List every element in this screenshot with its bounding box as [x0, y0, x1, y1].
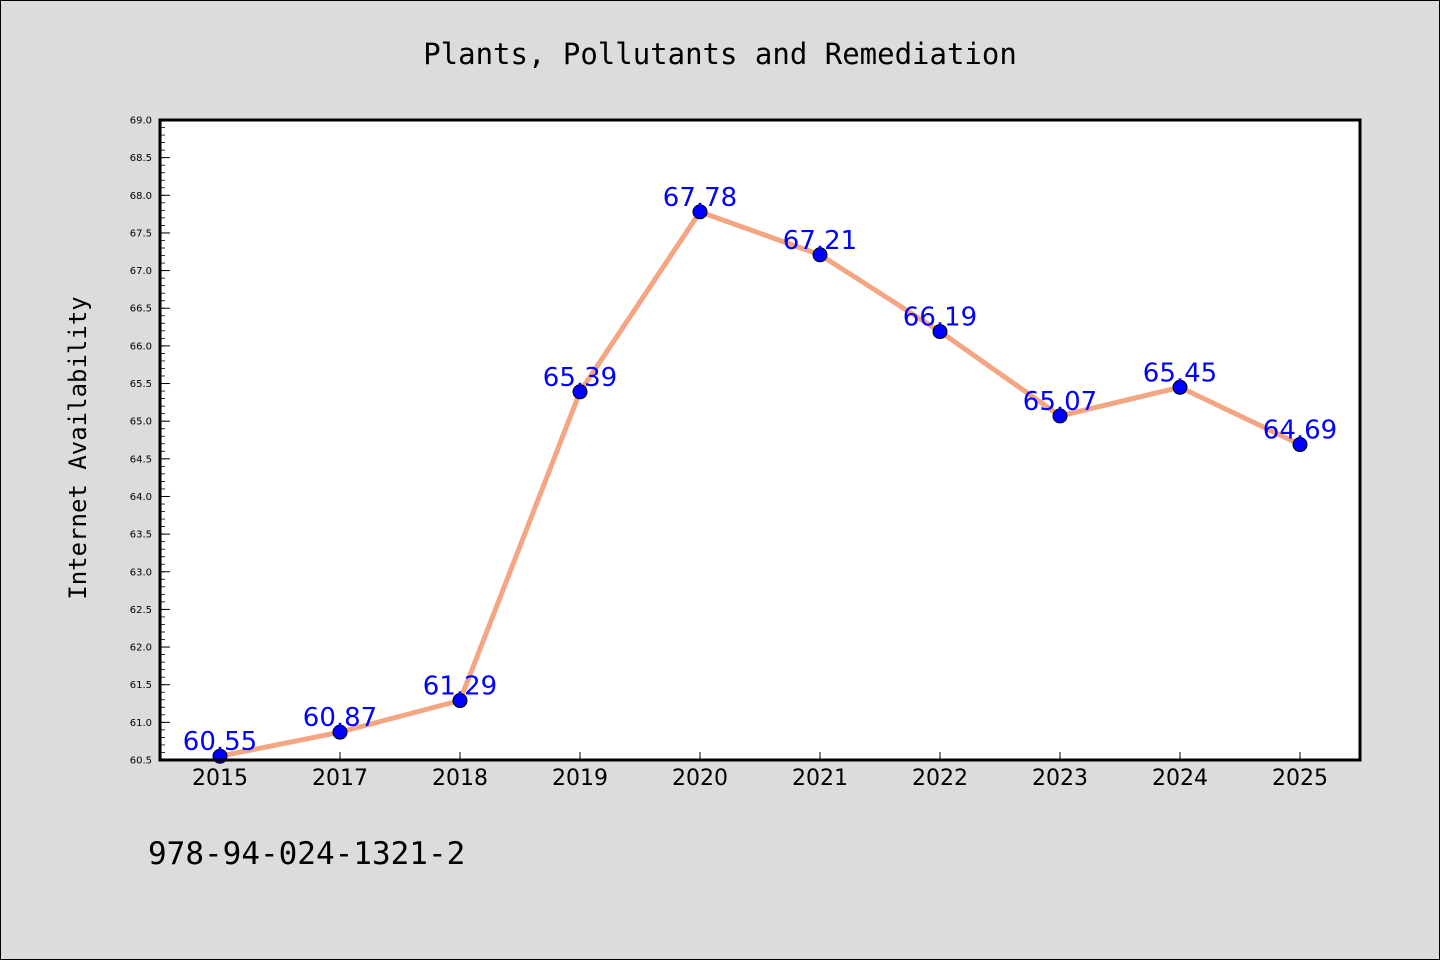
- y-tick-label: 62.5: [130, 605, 152, 616]
- plot-border: [158, 118, 1362, 762]
- y-tick-label: 61.0: [130, 718, 152, 729]
- data-point: [452, 693, 468, 709]
- data-label: 60.55: [183, 727, 257, 757]
- x-tick-label: 2024: [1152, 766, 1208, 791]
- y-tick-label: 66.5: [130, 304, 152, 315]
- plot-area: [160, 120, 1360, 760]
- y-tick-label: 68.5: [130, 153, 152, 164]
- data-point: [1172, 379, 1188, 395]
- y-tick-label: 67.5: [130, 228, 152, 239]
- data-point: [572, 384, 588, 400]
- data-label: 65.07: [1023, 387, 1097, 417]
- chart-title: Plants, Pollutants and Remediation: [423, 37, 1017, 71]
- y-tick-label: 65.5: [130, 379, 152, 390]
- y-tick-label: 67.0: [130, 266, 152, 277]
- x-tick-label: 2019: [552, 766, 608, 791]
- data-label: 61.29: [423, 672, 497, 702]
- y-tick-label: 63.0: [130, 567, 152, 578]
- data-label: 67.78: [663, 183, 737, 213]
- x-axis-ticks: 2015 2017 2018 2019 2020 2021 2022 2023 2024 2025: [192, 752, 1328, 791]
- data-point: [1052, 408, 1068, 424]
- y-tick-label: 60.5: [130, 756, 152, 767]
- x-tick-label: 2015: [192, 766, 248, 791]
- x-tick-label: 2025: [1272, 766, 1328, 791]
- x-tick-label: 2020: [672, 766, 728, 791]
- data-label: 66.19: [903, 303, 977, 333]
- series-markers: [212, 204, 1308, 764]
- isbn-text: 978-94-024-1321-2: [148, 836, 465, 872]
- y-axis-label: Internet Availability: [64, 296, 92, 599]
- x-tick-label: 2018: [432, 766, 488, 791]
- data-point: [1292, 437, 1308, 453]
- data-label: 64.69: [1263, 416, 1337, 446]
- x-tick-label: 2017: [312, 766, 368, 791]
- y-axis-ticks: 60.5 61.0 61.5 62.0 62.5 63.0 63.5 64.0 64.5 65.0…: [130, 116, 170, 767]
- y-tick-label: 62.0: [130, 643, 152, 654]
- data-point: [332, 724, 348, 740]
- data-point: [812, 247, 828, 263]
- data-labels: 60.55 60.87 61.29 65.39 67.78 67.21 66.19 65.07…: [183, 183, 1337, 757]
- x-tick-label: 2022: [912, 766, 968, 791]
- series-line: [217, 209, 1303, 759]
- y-tick-label: 64.0: [130, 492, 152, 503]
- data-label: 65.39: [543, 363, 617, 393]
- x-tick-label: 2023: [1032, 766, 1088, 791]
- data-point: [932, 324, 948, 340]
- data-label: 67.21: [783, 226, 857, 256]
- y-tick-label: 66.0: [130, 341, 152, 352]
- y-tick-label: 61.5: [130, 680, 152, 691]
- y-tick-label: 68.0: [130, 191, 152, 202]
- x-tick-label: 2021: [792, 766, 848, 791]
- data-label: 60.87: [303, 703, 377, 733]
- y-tick-label: 64.5: [130, 454, 152, 465]
- data-label: 65.45: [1143, 358, 1217, 388]
- y-tick-label: 65.0: [130, 417, 152, 428]
- y-tick-label: 63.5: [130, 530, 152, 541]
- y-tick-label: 69.0: [130, 116, 152, 127]
- data-point: [692, 204, 708, 220]
